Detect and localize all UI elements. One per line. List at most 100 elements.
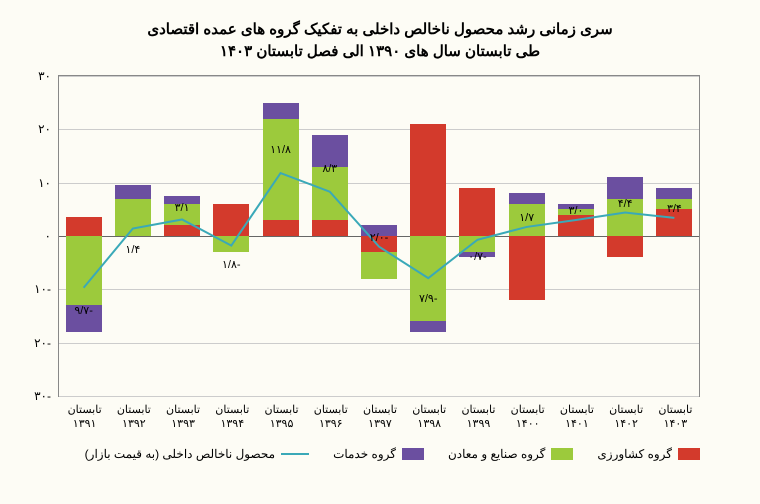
line-point-label: -۱/۸ (222, 258, 241, 271)
legend-label: گروه کشاورزی (597, 447, 672, 461)
gridline (59, 396, 699, 397)
bar-segment (263, 119, 299, 220)
gridline (59, 76, 699, 77)
bar-segment (459, 188, 495, 236)
bar-segment (213, 236, 249, 252)
x-label-top: تابستان (258, 403, 306, 417)
legend: گروه کشاورزی گروه صنایع و معادن گروه خدمات… (20, 447, 700, 461)
bar-segment (312, 220, 348, 236)
legend-swatch (551, 448, 573, 460)
x-axis-label: تابستان۱۳۹۳ (159, 403, 207, 432)
x-label-top: تابستان (110, 403, 158, 417)
legend-label: محصول ناخالص داخلی (به قیمت بازار) (85, 447, 275, 461)
legend-item: گروه صنایع و معادن (448, 447, 573, 461)
x-label-bottom: ۱۳۹۸ (405, 417, 453, 431)
gridline (59, 343, 699, 344)
x-axis-label: تابستان۱۴۰۰ (504, 403, 552, 432)
gridline (59, 183, 699, 184)
x-label-bottom: ۱۴۰۳ (651, 417, 699, 431)
line-point-label: -۰/۷ (468, 250, 487, 263)
x-label-top: تابستان (61, 403, 109, 417)
bar-segment (558, 215, 594, 236)
x-axis-label: تابستان۱۳۹۷ (356, 403, 404, 432)
x-axis-label: تابستان۱۴۰۲ (602, 403, 650, 432)
x-label-bottom: ۱۳۹۹ (454, 417, 502, 431)
legend-item: گروه خدمات (333, 447, 424, 461)
bar-segment (509, 193, 545, 204)
legend-swatch (402, 448, 424, 460)
line-point-label: ۳/۴ (667, 202, 682, 215)
x-label-bottom: ۱۳۹۶ (307, 417, 355, 431)
bar-segment (361, 252, 397, 279)
legend-item: محصول ناخالص داخلی (به قیمت بازار) (85, 447, 309, 461)
x-label-top: تابستان (553, 403, 601, 417)
x-axis-label: تابستان۱۳۹۱ (61, 403, 109, 432)
x-axis-label: تابستان۱۳۹۹ (454, 403, 502, 432)
x-axis-label: تابستان۱۴۰۳ (651, 403, 699, 432)
bar-segment (263, 103, 299, 119)
x-label-top: تابستان (454, 403, 502, 417)
chart-subtitle: طی تابستان سال های ۱۳۹۰ الی فصل تابستان … (20, 42, 740, 60)
bar-segment (410, 236, 446, 321)
legend-line-swatch (281, 453, 309, 455)
y-tick-label: -۲۰ (34, 336, 51, 350)
bar-segment (164, 225, 200, 236)
line-point-label: ۱۱/۸ (270, 143, 291, 156)
line-point-label: ۱/۷ (519, 211, 534, 224)
x-axis-label: تابستان۱۴۰۱ (553, 403, 601, 432)
x-axis-label: تابستان۱۳۹۴ (208, 403, 256, 432)
x-label-top: تابستان (208, 403, 256, 417)
x-label-bottom: ۱۳۹۷ (356, 417, 404, 431)
legend-label: گروه صنایع و معادن (448, 447, 545, 461)
line-point-label: ۴/۴ (618, 197, 633, 210)
line-point-label: -۲/۰ (370, 231, 389, 244)
x-label-bottom: ۱۳۹۴ (208, 417, 256, 431)
chart-title: سری زمانی رشد محصول ناخالص داخلی به تفکی… (20, 20, 740, 38)
chart-container: سری زمانی رشد محصول ناخالص داخلی به تفکی… (20, 20, 740, 461)
x-axis-label: تابستان۱۳۹۸ (405, 403, 453, 432)
x-label-top: تابستان (356, 403, 404, 417)
gridline (59, 129, 699, 130)
x-label-top: تابستان (651, 403, 699, 417)
x-label-top: تابستان (504, 403, 552, 417)
bar-segment (607, 177, 643, 198)
x-label-top: تابستان (405, 403, 453, 417)
line-point-label: -۹/۷ (74, 304, 93, 317)
gridline (59, 289, 699, 290)
bar-segment (263, 220, 299, 236)
x-label-bottom: ۱۴۰۲ (602, 417, 650, 431)
bar-segment (656, 188, 692, 199)
y-tick-label: -۳۰ (34, 389, 51, 403)
plot-area: -۳۰-۲۰-۱۰۰۱۰۲۰۳۰-۹/۷۱/۴۳/۱-۱/۸۱۱/۸۸/۳-۲/… (58, 75, 700, 397)
y-tick-label: -۱۰ (34, 282, 51, 296)
x-axis-label: تابستان۱۳۹۲ (110, 403, 158, 432)
legend-item: گروه کشاورزی (597, 447, 700, 461)
x-label-bottom: ۱۴۰۰ (504, 417, 552, 431)
x-label-bottom: ۱۳۹۵ (258, 417, 306, 431)
x-axis-label: تابستان۱۳۹۶ (307, 403, 355, 432)
x-label-bottom: ۱۳۹۱ (61, 417, 109, 431)
line-point-label: ۱/۴ (125, 243, 140, 256)
bar-segment (66, 217, 102, 236)
legend-swatch (678, 448, 700, 460)
bar-segment (607, 236, 643, 257)
y-tick-label: ۲۰ (38, 122, 51, 136)
bar-segment (115, 199, 151, 236)
x-label-bottom: ۱۳۹۳ (159, 417, 207, 431)
bar-segment (410, 321, 446, 332)
bar-segment (115, 185, 151, 198)
x-label-bottom: ۱۴۰۱ (553, 417, 601, 431)
bar-segment (410, 124, 446, 236)
y-tick-label: ۱۰ (38, 176, 51, 190)
line-point-label: ۳/۰ (568, 204, 583, 217)
x-axis-label: تابستان۱۳۹۵ (258, 403, 306, 432)
bar-segment (66, 236, 102, 305)
y-tick-label: ۳۰ (38, 69, 51, 83)
y-tick-label: ۰ (45, 229, 51, 243)
x-label-top: تابستان (159, 403, 207, 417)
bar-segment (509, 236, 545, 300)
line-point-label: -۷/۹ (419, 292, 438, 305)
line-point-label: ۸/۳ (322, 162, 337, 175)
line-point-label: ۳/۱ (175, 201, 190, 214)
x-label-top: تابستان (602, 403, 650, 417)
